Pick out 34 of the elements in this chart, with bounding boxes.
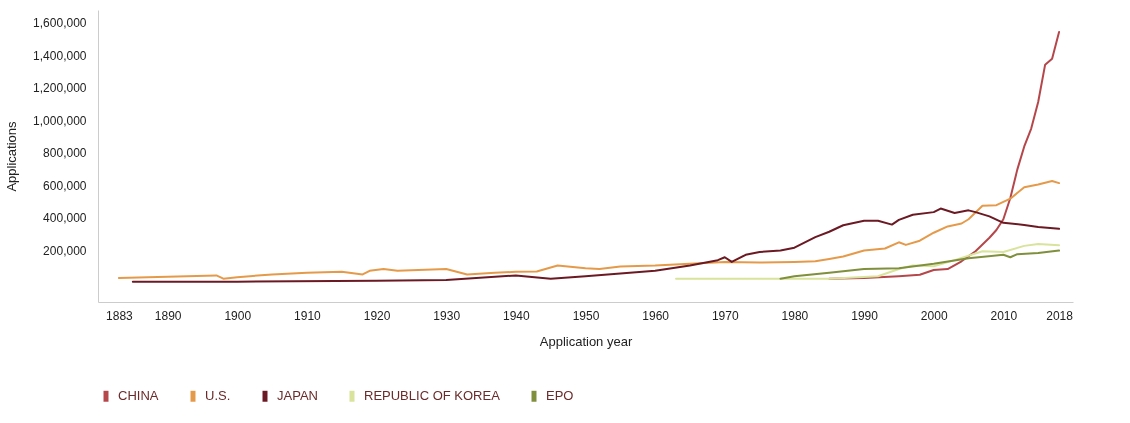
y-tick-label: 1,000,000 xyxy=(33,113,87,128)
legend-label: REPUBLIC OF KOREA xyxy=(364,388,501,404)
y-axis-title: Applications xyxy=(4,120,20,192)
y-tick-label: 200,000 xyxy=(43,243,87,258)
x-tick-label: 1920 xyxy=(363,308,391,323)
y-tick-label: 1,200,000 xyxy=(33,81,87,96)
x-tick-label: 1950 xyxy=(572,308,600,323)
line-series xyxy=(117,179,1061,280)
x-tick-label: 1990 xyxy=(851,308,879,323)
x-axis-title: Application year xyxy=(539,333,633,349)
x-tick-label: 1900 xyxy=(224,308,252,323)
x-tick-label: 2010 xyxy=(990,308,1018,323)
legend-label: EPO xyxy=(546,388,574,404)
x-tick-label: 1980 xyxy=(781,308,809,323)
y-tick-label: 400,000 xyxy=(43,211,87,226)
x-tick-label: 1910 xyxy=(294,308,322,323)
x-tick-label: 1940 xyxy=(503,308,531,323)
y-tick-label: 1,400,000 xyxy=(33,48,87,63)
legend-label: U.S. xyxy=(205,388,231,404)
x-tick-label: 1883 xyxy=(106,308,134,323)
y-tick-label: 600,000 xyxy=(43,178,87,193)
x-tick-label: 2000 xyxy=(920,308,948,323)
x-tick-label: 1960 xyxy=(642,308,670,323)
x-tick-label: 2018 xyxy=(1046,308,1074,323)
x-tick-label: 1890 xyxy=(154,308,182,323)
line-series xyxy=(131,207,1061,283)
x-tick-label: 1930 xyxy=(433,308,461,323)
x-tick-label: 1970 xyxy=(711,308,739,323)
y-tick-label: 1,600,000 xyxy=(33,16,87,31)
legend-label: JAPAN xyxy=(277,388,318,404)
line-series xyxy=(779,249,1061,280)
line-series xyxy=(675,243,1061,280)
y-tick-label: 800,000 xyxy=(43,146,87,161)
legend-label: CHINA xyxy=(118,388,159,404)
